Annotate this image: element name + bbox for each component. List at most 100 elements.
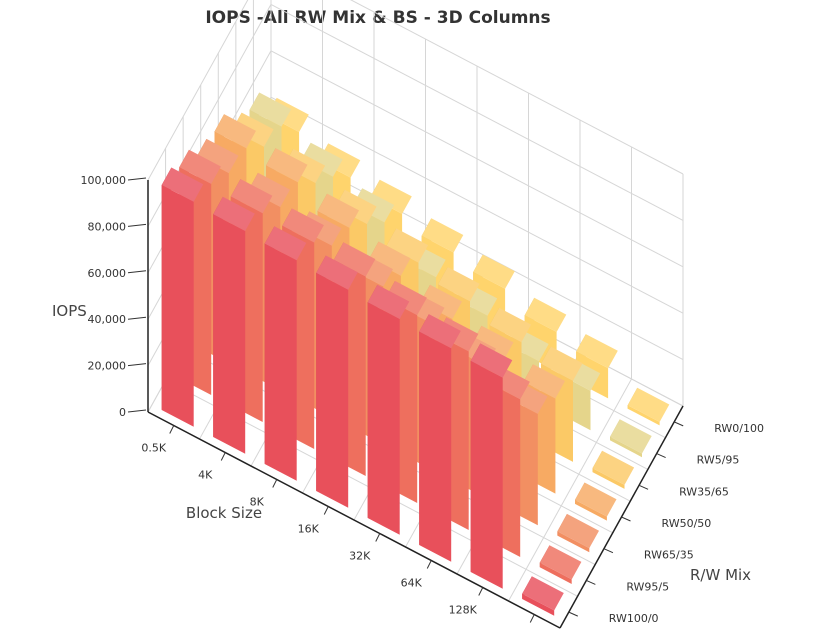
bar-top-face [266, 148, 308, 183]
bar-top-face [179, 149, 221, 184]
bar-RW100-0-64K [419, 314, 461, 562]
chart-title: IOPS -All RW Mix & BS - 3D Columns [205, 8, 551, 28]
bar-RW0-100-1024K [627, 387, 670, 426]
x-axis-title: Block Size [186, 504, 262, 522]
bar-layer [161, 92, 670, 616]
bar-top-face [610, 419, 652, 454]
bar-front-face [470, 360, 503, 589]
bar-RW100-0-4K [213, 196, 255, 454]
back-wall-gridline [350, 0, 684, 175]
y-tick-label: 60,000 [88, 267, 127, 280]
bar-top-face [627, 387, 670, 422]
bar-top-face [472, 325, 514, 360]
y-tick-label: 80,000 [88, 220, 127, 233]
x-tick-mark [272, 479, 278, 488]
bar-RW65-35-1024K [557, 513, 599, 553]
y-tick-mark [127, 363, 147, 367]
y-tick-label: 40,000 [88, 313, 127, 326]
bar-RW35-65-1024K [592, 450, 635, 489]
bar-RW95-5-1024K [539, 545, 582, 584]
z-tick-label: RW100/0 [609, 612, 659, 625]
bar-front-face [367, 302, 400, 535]
y-tick-label: 0 [119, 406, 126, 419]
label-layer: 0 20,000 40,000 60,000 80,000 100,000 0.5K 4K 8K… [52, 174, 764, 631]
x-tick-mark [478, 587, 484, 596]
side-wall-gridline [147, 0, 249, 181]
x-tick-mark [169, 425, 175, 434]
z-tick-label: RW5/95 [697, 454, 740, 467]
x-tick-mark [375, 533, 381, 542]
bar-top-face [370, 179, 412, 214]
y-axis-title: IOPS [52, 302, 87, 320]
x-tick-label: 0.5K [141, 442, 166, 455]
bar-top-face [541, 346, 583, 381]
bar-top-face [489, 307, 532, 343]
y-tick-mark [127, 409, 147, 413]
bar-top-face [196, 138, 239, 174]
bar-top-face [576, 334, 618, 369]
bar-top-face [249, 92, 292, 127]
bar-top-face [385, 280, 427, 316]
bar-front-face [316, 272, 349, 508]
bar-top-face [575, 482, 617, 517]
bar-RW100-0-0.5K [161, 167, 204, 427]
bar-front-face [592, 468, 625, 489]
bar-front-face [575, 499, 607, 521]
bar-front-face [557, 531, 590, 553]
bar-top-face [282, 208, 324, 243]
bar-RW50-50-1024K [575, 482, 617, 521]
z-axis-title: R/W Mix [690, 566, 751, 584]
z-tick-mark [674, 421, 684, 427]
y-tick-label: 100,000 [81, 174, 127, 187]
bar-top-face [213, 196, 255, 231]
bar-top-face [522, 576, 564, 611]
bar-RW5-95-1024K [610, 419, 652, 458]
floor-gridline [508, 378, 632, 602]
bar-RW100-0-32K [367, 284, 410, 535]
bar-top-face [301, 142, 343, 177]
bar-top-face [473, 254, 515, 289]
x-tick-mark [323, 506, 329, 515]
bar-top-face [316, 255, 358, 290]
bar-top-face [420, 284, 462, 319]
z-tick-mark [656, 453, 666, 459]
bar-RW100-0-128K [470, 343, 513, 589]
bar-front-face [539, 562, 572, 584]
bar-top-face [214, 114, 256, 149]
bar-top-face [161, 167, 204, 202]
z-tick-label: RW50/50 [662, 517, 712, 530]
x-tick-label: 8K [250, 496, 265, 509]
bar-top-face [539, 545, 582, 580]
bar-top-face [248, 172, 290, 207]
bar-top-face [333, 242, 376, 277]
bar-top-face [421, 218, 464, 253]
bar-RW100-0-8K [264, 226, 307, 481]
bar-top-face [367, 284, 410, 319]
bar-front-face [161, 185, 194, 427]
bar-top-face [264, 226, 307, 261]
bar-front-face [419, 331, 452, 562]
bar-top-face [438, 267, 480, 302]
bar-front-face [264, 243, 297, 481]
z-tick-label: RW95/5 [626, 580, 669, 593]
z-tick-mark [603, 548, 614, 554]
y-tick-label: 20,000 [88, 360, 127, 373]
back-wall-gridline [270, 3, 684, 221]
x-tick-label: 64K [401, 577, 423, 590]
bar-top-face [524, 297, 567, 332]
bar-top-face [369, 241, 411, 276]
y-tick-mark [127, 223, 147, 227]
bar-top-face [317, 193, 359, 228]
bar-RW100-0-1024K [522, 576, 564, 616]
bar-top-face [557, 513, 599, 549]
bar-front-face [213, 214, 246, 454]
x-tick-label: 4K [198, 469, 213, 482]
bar-top-face [419, 314, 461, 349]
y-tick-mark [127, 270, 147, 274]
bar-front-face [610, 436, 642, 458]
bar-front-face [522, 593, 555, 616]
back-wall-gridline [270, 50, 684, 268]
x-tick-label: 128K [449, 604, 478, 617]
x-tick-mark [426, 560, 432, 569]
y-tick-mark [127, 316, 147, 320]
